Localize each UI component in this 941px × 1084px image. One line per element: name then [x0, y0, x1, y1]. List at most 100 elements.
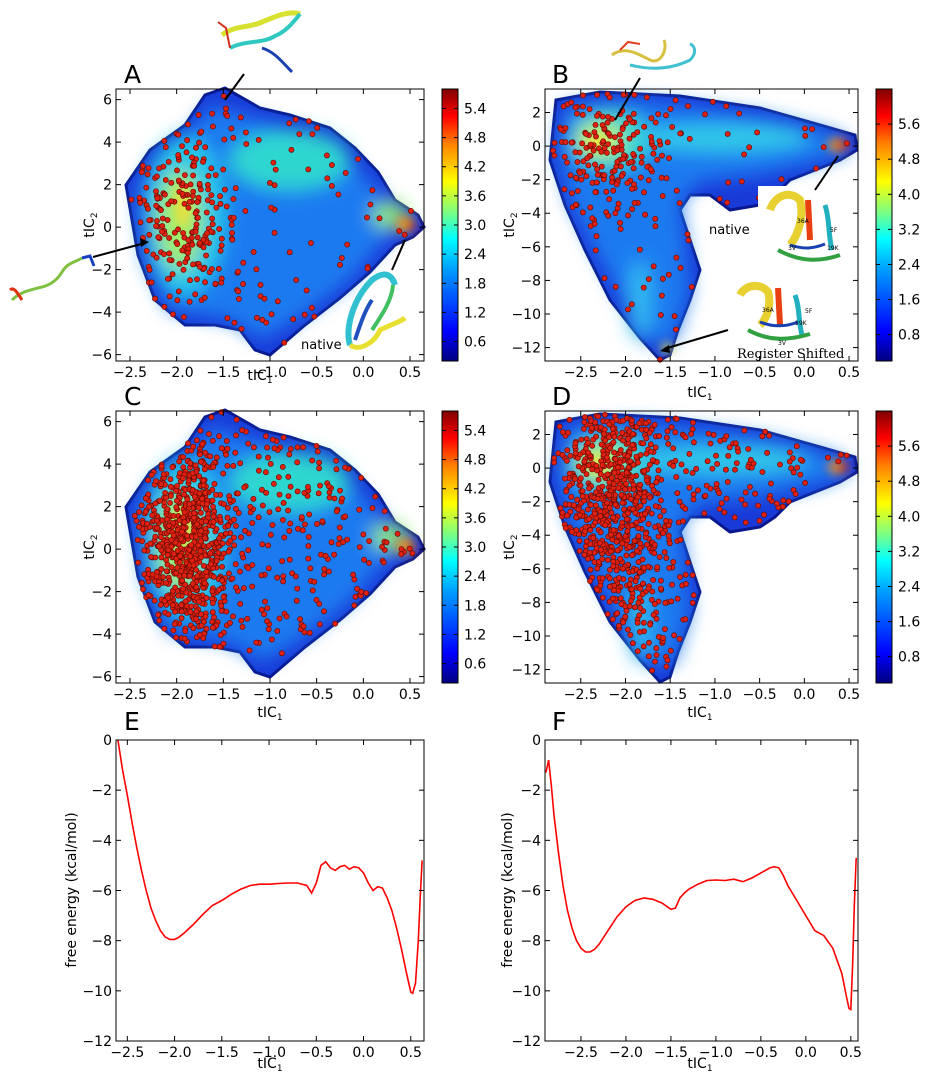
scatter-point: [166, 293, 173, 300]
scatter-point: [632, 510, 639, 516]
scatter-point: [635, 525, 641, 532]
scatter-point: [328, 182, 335, 189]
scatter-point: [313, 597, 320, 603]
scatter-point: [218, 602, 225, 609]
scatter-point: [593, 179, 600, 186]
scatter-point: [723, 433, 730, 439]
scatter-point: [790, 469, 797, 476]
scatter-point: [668, 424, 675, 431]
scatter-point: [196, 240, 203, 246]
panel-a-xtick-label: −0.5: [300, 365, 334, 381]
scatter-point: [170, 513, 177, 519]
scatter-point: [209, 588, 216, 595]
scatter-point: [356, 506, 363, 513]
scatter-point: [637, 502, 644, 509]
scatter-point: [308, 304, 315, 311]
colorbar-tick-label: 2.4: [464, 569, 486, 585]
scatter-point: [620, 565, 626, 572]
scatter-point: [736, 110, 743, 117]
scatter-point: [693, 465, 700, 472]
panel-c-ytick-label: 0: [103, 542, 112, 558]
panel-d-ylabel-main: tIC: [502, 540, 518, 560]
scatter-point: [640, 619, 647, 626]
scatter-point: [559, 451, 566, 458]
scatter-point: [597, 582, 604, 589]
scatter-point: [837, 451, 844, 458]
scatter-point: [614, 147, 621, 154]
scatter-point: [179, 143, 185, 149]
scatter-point: [609, 595, 616, 602]
scatter-point: [597, 471, 604, 478]
scatter-point: [303, 287, 310, 294]
scatter-point: [217, 247, 224, 254]
scatter-point: [599, 575, 606, 582]
scatter-point: [577, 170, 583, 176]
scatter-point: [180, 314, 187, 320]
scatter-point: [144, 520, 150, 527]
label-b-shifted-5f: 5F: [805, 308, 813, 315]
scatter-point: [610, 527, 617, 534]
scatter-point: [615, 200, 622, 207]
scatter-point: [608, 531, 614, 538]
scatter-point: [232, 185, 239, 192]
panel-d-ticks: −2.5 −2.0 −1.5 −1.0 −0.5 0.0 0.5 −12 −10 −8 −6 −4 −2…: [511, 411, 860, 703]
scatter-point: [316, 621, 323, 628]
scatter-point: [709, 465, 716, 472]
colorbar-tick-label: 4.0: [898, 187, 920, 203]
scatter-point: [178, 602, 185, 608]
panel-b-xtick-label: −2.5: [564, 365, 598, 381]
scatter-point: [209, 486, 216, 493]
scatter-point: [587, 566, 594, 573]
scatter-point: [612, 210, 619, 217]
scatter-point: [308, 240, 314, 246]
scatter-point: [199, 495, 205, 502]
scatter-point: [726, 444, 733, 451]
scatter-point: [192, 462, 199, 469]
scatter-point: [659, 193, 666, 199]
scatter-point: [562, 475, 568, 482]
scatter-point: [843, 452, 850, 459]
scatter-point: [223, 203, 230, 210]
scatter-point: [283, 613, 290, 620]
scatter-point: [224, 315, 231, 321]
panel-b-ylabel: tIC2: [502, 212, 520, 237]
scatter-point: [650, 487, 657, 494]
panel-f-ytick-label: −6: [520, 884, 541, 900]
scatter-point: [208, 266, 215, 272]
scatter-point: [755, 502, 761, 509]
colorbar-tick-label: 1.6: [898, 293, 920, 309]
panel-b-ylabel-sub: 2: [510, 212, 520, 218]
scatter-point: [617, 131, 623, 138]
scatter-point: [786, 458, 793, 465]
scatter-point: [641, 189, 647, 196]
scatter-point: [574, 159, 581, 165]
scatter-point: [671, 313, 678, 320]
scatter-point: [742, 501, 748, 508]
scatter-point: [292, 116, 299, 123]
scatter-point: [643, 426, 650, 433]
scatter-point: [152, 295, 158, 302]
scatter-point: [272, 166, 279, 173]
scatter-point: [625, 453, 631, 460]
scatter-point: [198, 458, 204, 465]
scatter-point: [233, 432, 239, 439]
scatter-point: [137, 199, 144, 206]
scatter-point: [587, 541, 594, 547]
scatter-point: [802, 132, 809, 139]
scatter-point: [578, 436, 585, 443]
scatter-point: [137, 219, 144, 226]
panel-a-ytick-label: −6: [91, 348, 112, 364]
scatter-point: [656, 138, 663, 144]
scatter-point: [197, 548, 204, 554]
scatter-point: [768, 480, 774, 487]
scatter-point: [677, 264, 684, 271]
scatter-point: [331, 495, 338, 502]
scatter-point: [142, 508, 149, 515]
arrow-left: [92, 242, 146, 258]
panel-e-ytick-label: −2: [91, 783, 112, 799]
scatter-point: [146, 217, 153, 224]
scatter-point: [631, 199, 638, 206]
scatter-point: [575, 188, 581, 194]
panel-b-xlabel-main: tIC: [687, 385, 707, 401]
scatter-point: [635, 559, 642, 565]
